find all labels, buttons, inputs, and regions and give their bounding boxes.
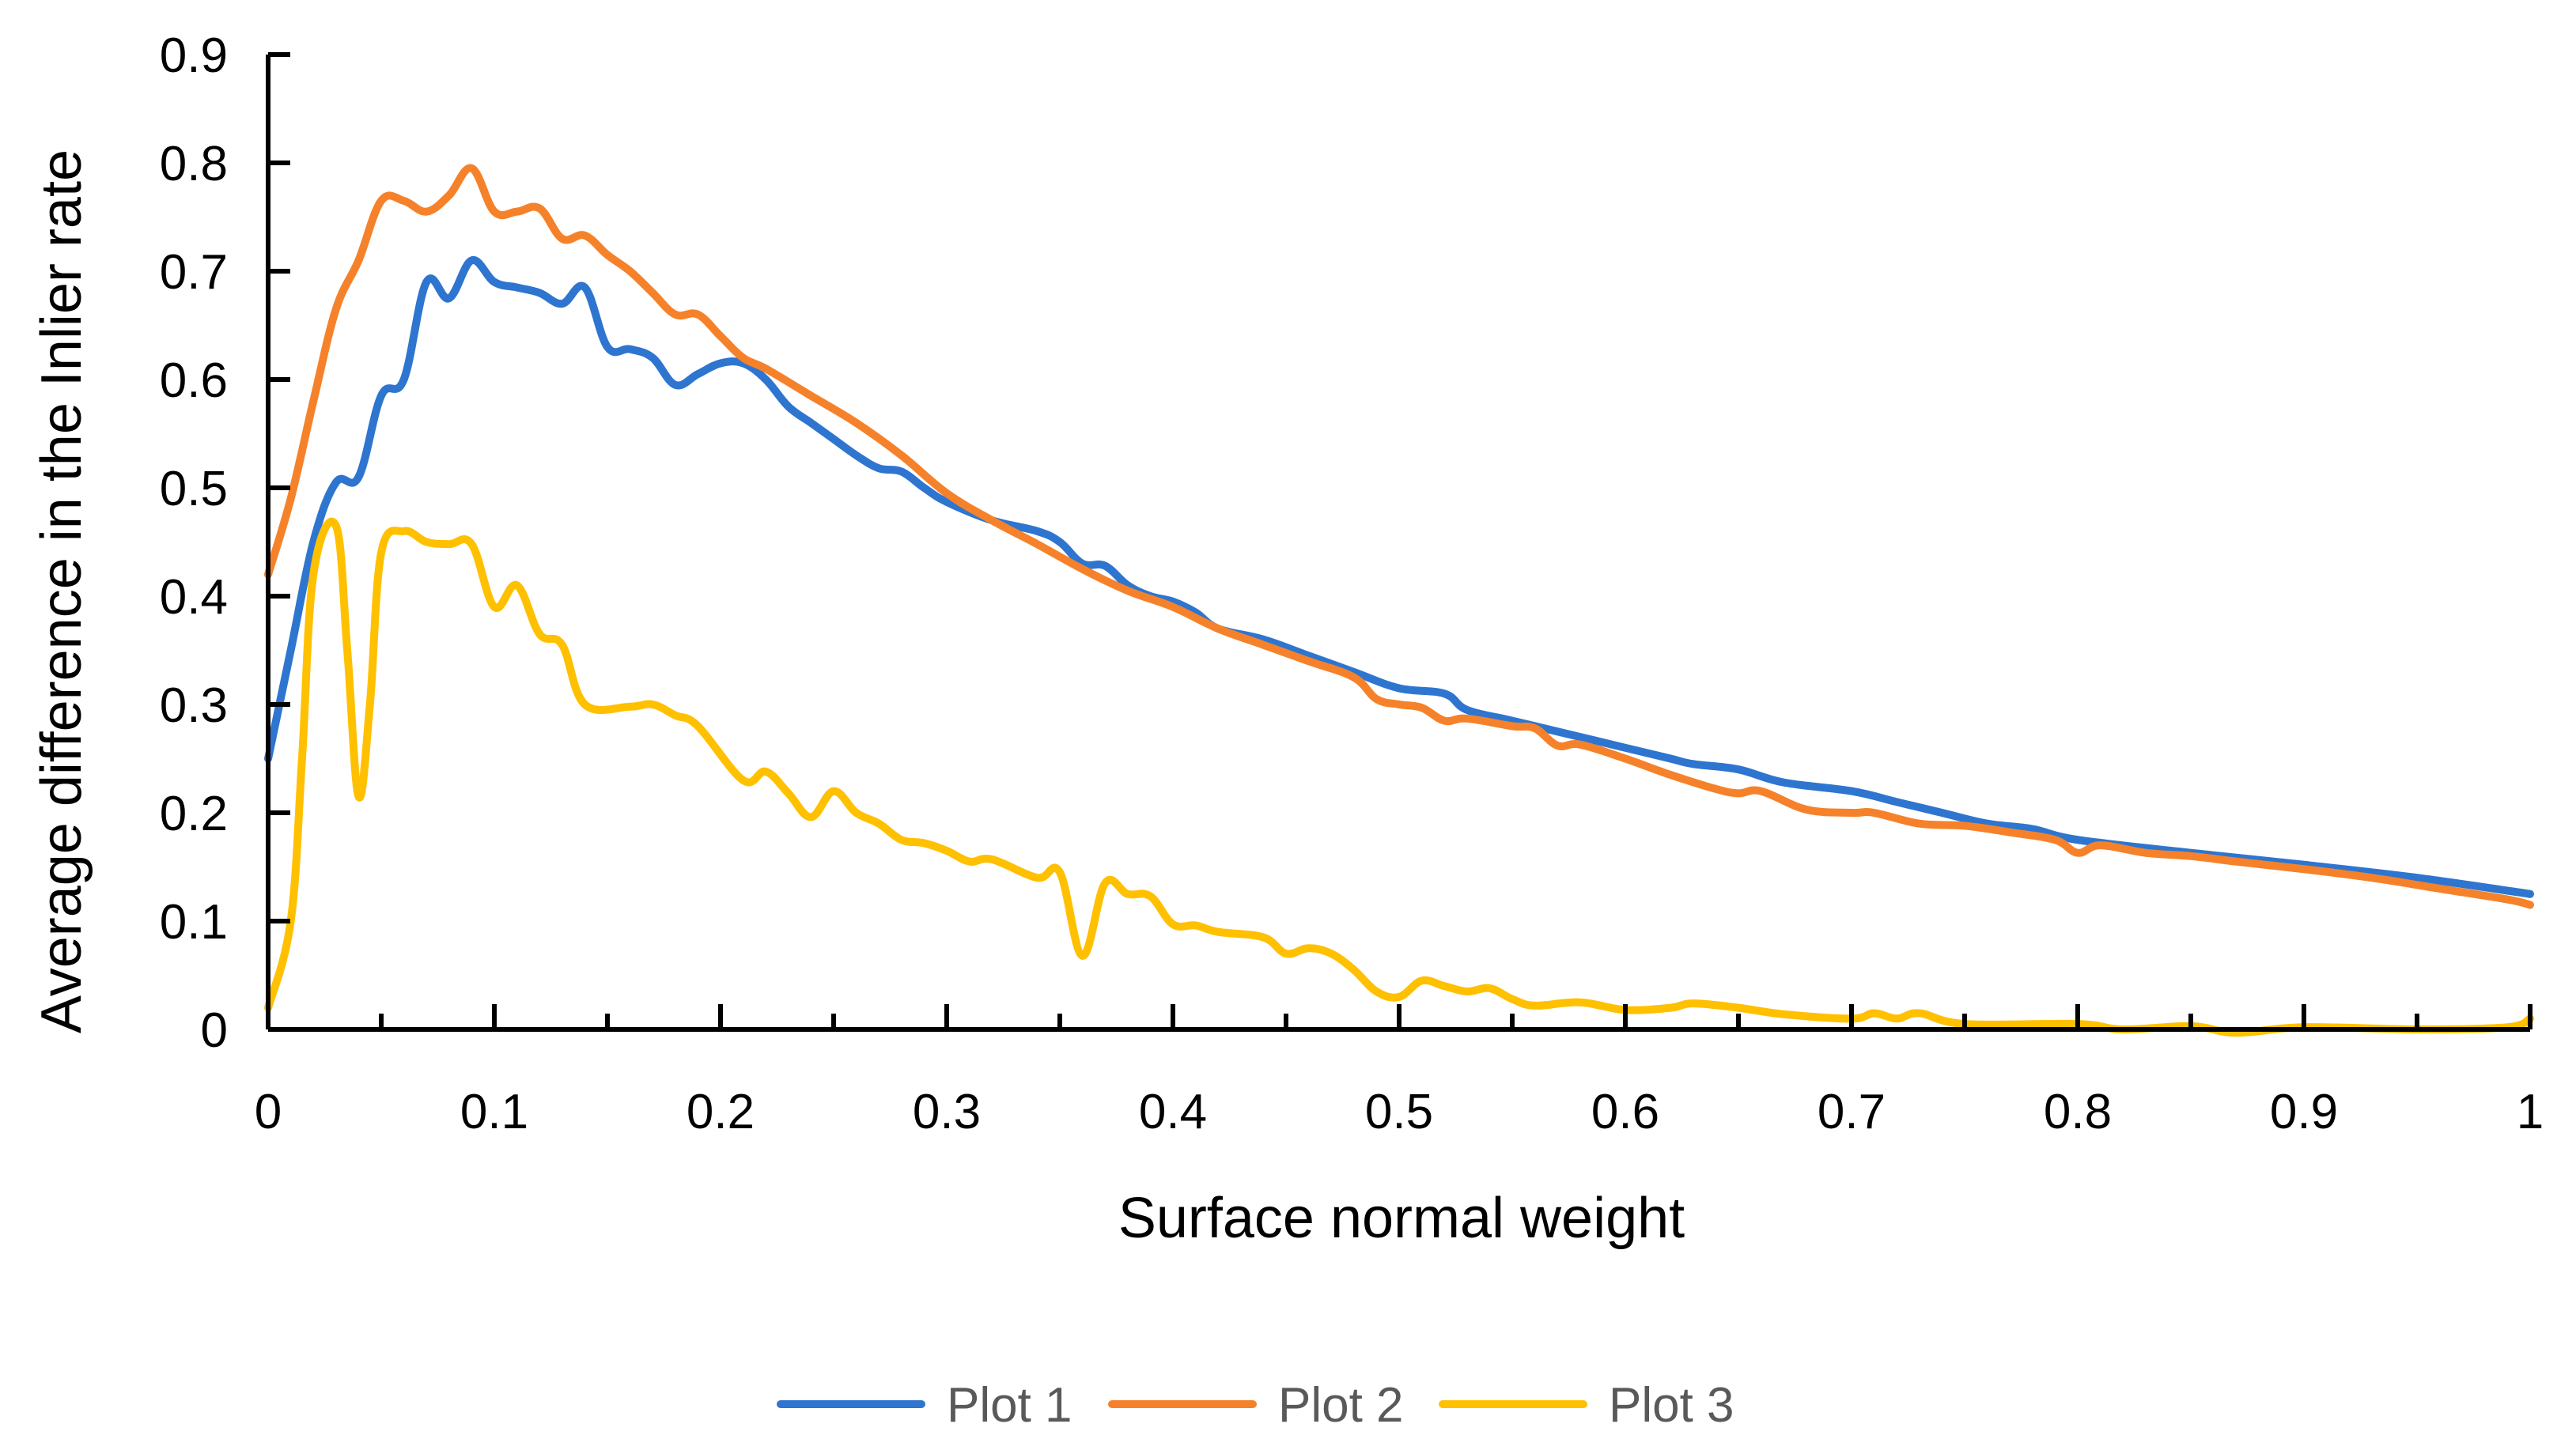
- x-tick-label: 0.6: [1591, 1085, 1659, 1139]
- x-tick-label: 1: [2517, 1085, 2544, 1139]
- y-axis-title: Average difference in the Inlier rate: [30, 149, 93, 1033]
- x-tick-label: 0.3: [913, 1085, 981, 1139]
- y-tick-label: 0.5: [160, 462, 228, 516]
- x-tick-label: 0.8: [2044, 1085, 2112, 1139]
- x-axis-title: Surface normal weight: [1118, 1187, 1685, 1250]
- y-tick-label: 0.6: [160, 353, 228, 408]
- y-tick-label: 0.2: [160, 787, 228, 841]
- y-tick-label: 0: [201, 1003, 228, 1058]
- series-line-plot-2: [264, 164, 2534, 909]
- legend-label: Plot 1: [947, 1378, 1072, 1433]
- series-line-plot-1: [264, 256, 2534, 898]
- legend-label: Plot 2: [1278, 1378, 1404, 1433]
- y-tick-label: 0.4: [160, 570, 228, 625]
- x-tick-label: 0.9: [2270, 1085, 2338, 1139]
- legend-label: Plot 3: [1609, 1378, 1734, 1433]
- legend-item-plot-1: Plot 1: [777, 1378, 1072, 1433]
- x-tick-label: 0.2: [687, 1085, 755, 1139]
- y-tick-label: 0.7: [160, 245, 228, 300]
- y-tick-label: 0.3: [160, 678, 228, 733]
- y-tick-label: 0.1: [160, 895, 228, 950]
- series-layer: [264, 164, 2534, 1037]
- y-tick-label: 0.9: [160, 28, 228, 83]
- x-tick-label: 0.7: [1818, 1085, 1886, 1139]
- x-tick-label: 0: [255, 1085, 282, 1139]
- x-tick-label: 0.4: [1139, 1085, 1207, 1139]
- legend: Plot 1 Plot 2 Plot 3: [777, 1378, 1734, 1433]
- y-tick-label: 0.8: [160, 137, 228, 191]
- legend-item-plot-3: Plot 3: [1439, 1378, 1734, 1433]
- x-tick-label: 0.1: [460, 1085, 528, 1139]
- axes: 0 0.1 0.2 0.3 0.4 0.5 0.6 0.7 0.8 0.9 0 0.1 0.2 0.3 0.…: [160, 28, 2544, 1139]
- legend-item-plot-2: Plot 2: [1108, 1378, 1404, 1433]
- x-tick-label: 0.5: [1365, 1085, 1433, 1139]
- series-line-plot-3: [264, 517, 2534, 1037]
